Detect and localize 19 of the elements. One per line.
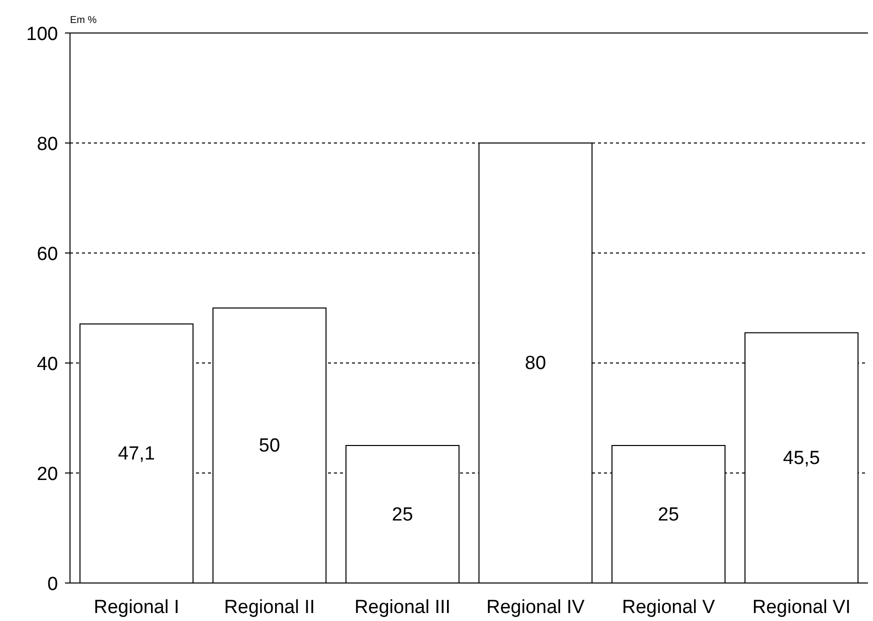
y-tick-label: 20	[36, 464, 58, 485]
y-axis-title: Em %	[70, 15, 97, 26]
y-tick-label: 0	[47, 574, 58, 595]
x-tick-label: Regional III	[354, 597, 451, 618]
x-tick-label: Regional V	[622, 597, 716, 618]
data-label: 50	[258, 436, 280, 456]
x-tick-label: Regional I	[94, 597, 180, 618]
y-tick-label: 80	[36, 134, 58, 155]
x-tick-label: Regional II	[224, 597, 315, 618]
data-label: 45,5	[783, 448, 820, 469]
y-tick-label: 100	[26, 24, 58, 45]
data-label: 25	[658, 504, 680, 526]
data-label: 47,1	[118, 443, 155, 464]
x-tick-label: Regional IV	[486, 597, 585, 618]
x-tick-label: Regional VI	[752, 597, 851, 618]
y-tick-label: 40	[36, 354, 58, 375]
data-label: 80	[524, 353, 546, 374]
data-label: 25	[392, 504, 414, 526]
y-tick-label: 60	[36, 244, 58, 265]
